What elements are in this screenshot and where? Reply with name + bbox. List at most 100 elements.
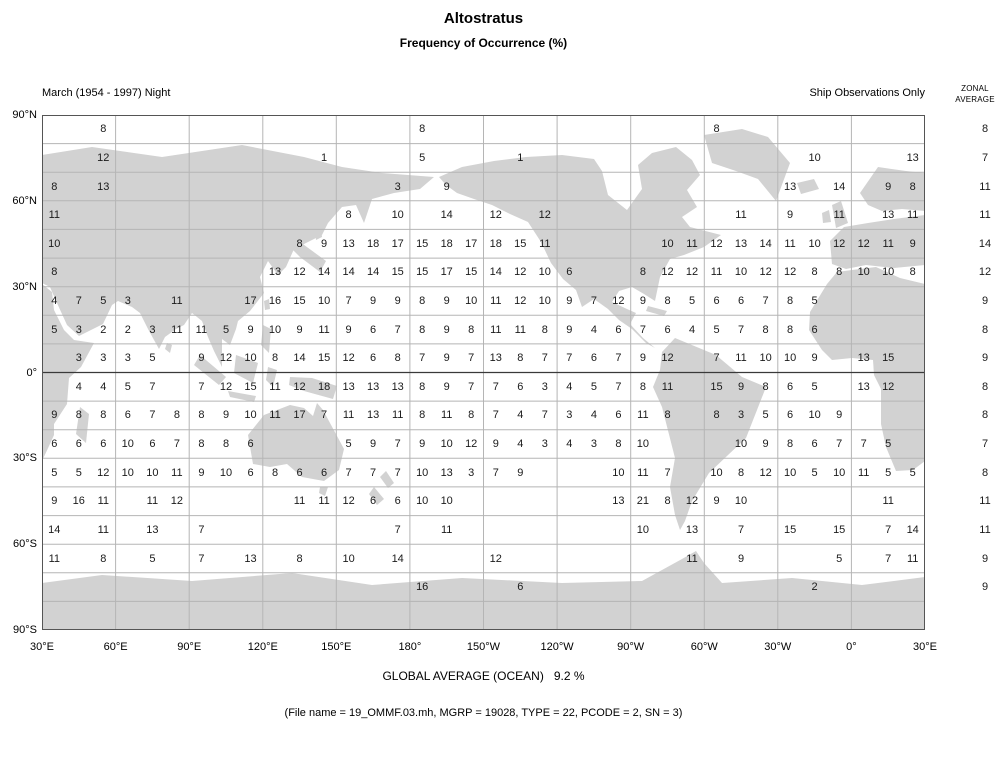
cell-value: 6 bbox=[787, 380, 794, 393]
cell-value: 8 bbox=[664, 495, 671, 508]
lon-tick-label: 30°W bbox=[764, 641, 792, 653]
cell-value: 15 bbox=[391, 266, 404, 279]
cell-value: 7 bbox=[394, 466, 401, 479]
cell-value: 6 bbox=[321, 466, 328, 479]
cell-value: 14 bbox=[342, 266, 355, 279]
cell-value: 13 bbox=[366, 380, 380, 393]
cell-value: 8 bbox=[100, 123, 107, 136]
cell-value: 11 bbox=[735, 209, 747, 222]
cell-value: 10 bbox=[636, 438, 650, 450]
cell-value: 7 bbox=[762, 295, 769, 307]
cell-value: 6 bbox=[590, 352, 597, 365]
cell-value: 11 bbox=[97, 495, 110, 508]
cell-value: 7 bbox=[468, 352, 475, 365]
cell-value: 11 bbox=[906, 209, 919, 222]
cell-value: 11 bbox=[637, 409, 649, 422]
cell-value: 8 bbox=[100, 552, 107, 565]
cell-value: 6 bbox=[370, 323, 377, 336]
cell-value: 4 bbox=[590, 323, 597, 336]
cell-value: 3 bbox=[468, 466, 475, 479]
cell-value: 10 bbox=[808, 151, 821, 164]
cell-value: 6 bbox=[100, 438, 107, 450]
cell-value: 9 bbox=[787, 209, 794, 222]
lon-tick-label: 180° bbox=[398, 641, 422, 653]
cell-value: 12 bbox=[882, 380, 895, 393]
cell-value: 10 bbox=[244, 352, 257, 365]
cell-value: 10 bbox=[734, 438, 748, 450]
cell-value: 9 bbox=[885, 180, 892, 193]
zonal-average-value: 7 bbox=[981, 151, 989, 164]
cell-value: 7 bbox=[394, 323, 401, 336]
cell-value: 15 bbox=[244, 380, 257, 393]
cell-value: 11 bbox=[661, 380, 674, 393]
cell-value: 8 bbox=[787, 438, 794, 450]
cell-value: 7 bbox=[370, 466, 377, 479]
cell-value: 1 bbox=[321, 151, 328, 164]
cell-value: 7 bbox=[737, 523, 745, 536]
cell-value: 9 bbox=[713, 495, 720, 508]
cell-value: 10 bbox=[317, 295, 331, 307]
landmass-africa-west bbox=[809, 267, 925, 471]
cell-value: 14 bbox=[489, 266, 502, 279]
cell-value: 7 bbox=[541, 409, 548, 422]
cell-value: 7 bbox=[75, 295, 82, 307]
cell-value: 10 bbox=[612, 466, 625, 479]
cell-value: 3 bbox=[124, 295, 131, 307]
cell-value: 13 bbox=[734, 237, 748, 250]
cell-value: 8 bbox=[615, 438, 622, 450]
cell-value: 4 bbox=[688, 323, 696, 336]
cell-value: 8 bbox=[419, 295, 426, 307]
cell-value: 7 bbox=[541, 352, 548, 365]
cell-value: 5 bbox=[836, 552, 843, 565]
lon-tick-label: 120°E bbox=[247, 641, 278, 653]
cell-value: 8 bbox=[836, 266, 843, 279]
zonal-average-value: 9 bbox=[981, 295, 989, 307]
lon-tick-label: 120°W bbox=[540, 641, 574, 653]
cell-value: 9 bbox=[198, 352, 205, 365]
zonal-average-value: 8 bbox=[981, 380, 989, 393]
cell-value: 12 bbox=[833, 237, 846, 250]
cell-value: 3 bbox=[590, 438, 597, 450]
cell-value: 5 bbox=[811, 295, 818, 307]
cell-value: 8 bbox=[296, 237, 303, 250]
cell-value: 12 bbox=[661, 266, 674, 279]
cell-value: 10 bbox=[783, 352, 797, 365]
source-label: Ship Observations Only bbox=[809, 87, 925, 99]
cell-value: 7 bbox=[885, 552, 892, 565]
cell-value: 6 bbox=[811, 323, 818, 336]
zonal-average-value: 8 bbox=[981, 323, 989, 336]
cell-value: 10 bbox=[661, 237, 674, 250]
cell-value: 4 bbox=[566, 438, 573, 450]
cell-value: 7 bbox=[885, 523, 892, 536]
cell-value: 14 bbox=[317, 266, 331, 279]
cell-value: 9 bbox=[811, 352, 818, 365]
cell-value: 11 bbox=[48, 552, 61, 565]
cell-value: 13 bbox=[342, 237, 355, 250]
value-grid: 8 8 8 12 1 5 1 10 13 8 13 3 9 13 14 9 8 11 8 10 14 12 12 11 9 11 1… bbox=[42, 115, 925, 630]
cell-value: 8 bbox=[51, 180, 58, 193]
cell-value: 13 bbox=[440, 466, 453, 479]
landmass-greenland bbox=[704, 129, 790, 201]
cell-value: 5 bbox=[811, 380, 818, 393]
zonal-average-value: 7 bbox=[981, 438, 989, 450]
cell-value: 7 bbox=[173, 438, 180, 450]
cell-value: 11 bbox=[269, 380, 281, 393]
cell-value: 11 bbox=[391, 409, 404, 422]
cell-value: 13 bbox=[857, 352, 870, 365]
cell-value: 5 bbox=[885, 438, 892, 450]
cell-value: 6 bbox=[787, 409, 794, 422]
cell-value: 4 bbox=[517, 438, 524, 450]
landmass-south-america bbox=[653, 338, 766, 530]
cell-value: 8 bbox=[222, 438, 230, 450]
cell-value: 21 bbox=[636, 495, 650, 508]
cell-value: 16 bbox=[416, 581, 429, 594]
cell-value: 11 bbox=[539, 237, 551, 250]
cell-value: 16 bbox=[72, 495, 85, 508]
cell-value: 5 bbox=[909, 466, 916, 479]
cell-value: 11 bbox=[269, 409, 281, 422]
cell-value: 9 bbox=[566, 295, 573, 307]
cell-value: 8 bbox=[811, 266, 818, 279]
lon-tick-label: 90°E bbox=[177, 641, 202, 653]
cell-value: 18 bbox=[366, 237, 380, 250]
